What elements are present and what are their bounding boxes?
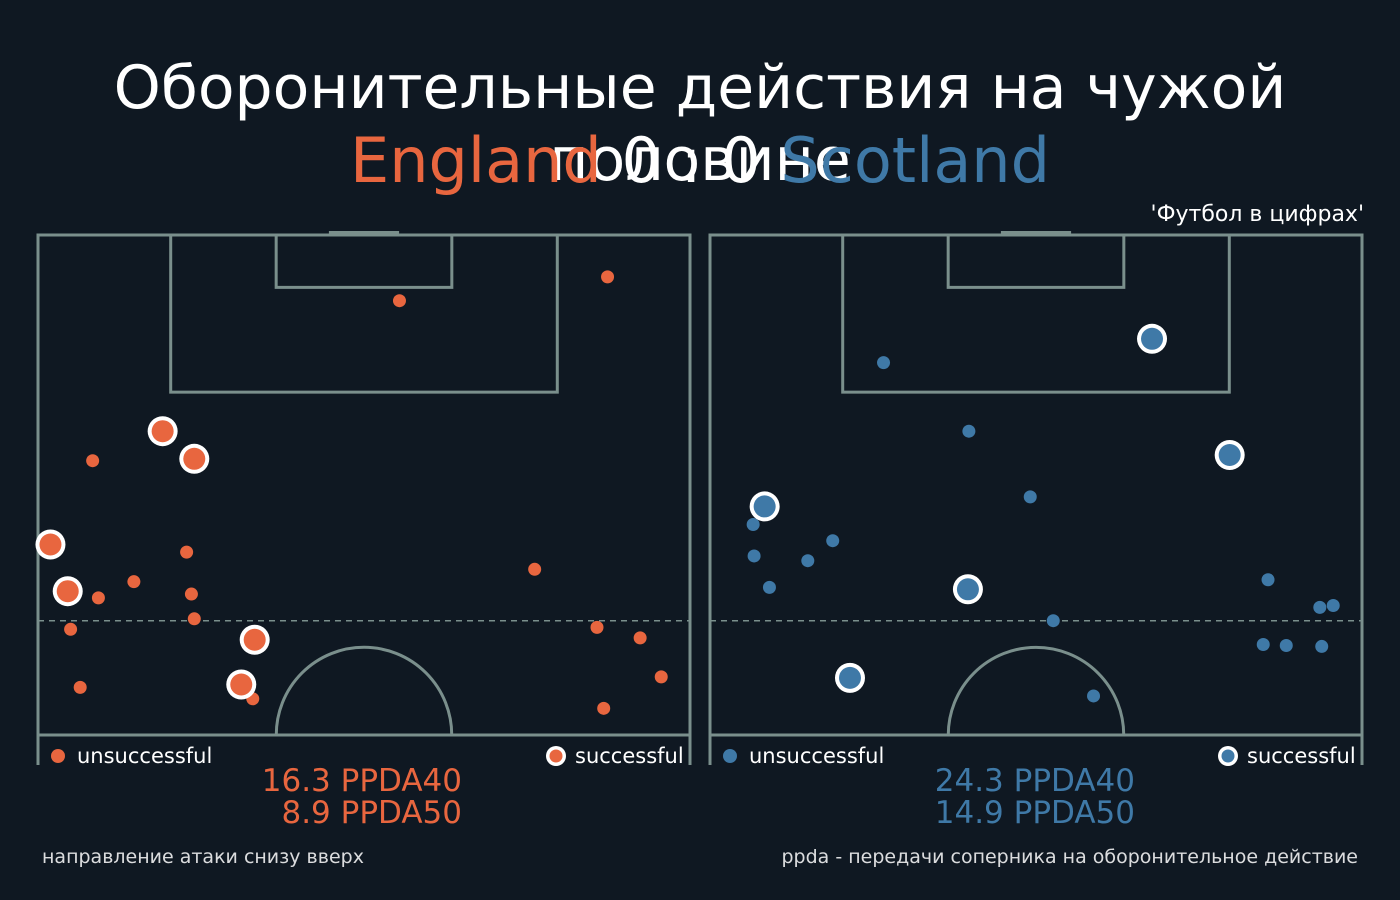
england-six-yard-box	[274, 233, 454, 289]
home-team-name: England	[350, 124, 602, 197]
scotland-successful-point-3	[956, 578, 979, 601]
scotland-successful-point-2	[753, 495, 776, 518]
england-unsuccessful-point-0	[392, 294, 406, 308]
scotland-unsuccessful-point-12	[1256, 638, 1270, 652]
home-ppda40: 16.3 PPDA40	[261, 763, 462, 799]
england-penalty-area	[169, 233, 559, 394]
scotland-unsuccessful-point-5	[747, 549, 761, 563]
scotland-successful-point-4	[838, 666, 861, 689]
match-score: England 0 : 0 Scotland	[0, 124, 1400, 198]
scotland-unsuccessful-point-1	[962, 424, 976, 438]
ppda-definition-note: ppda - передачи соперника на оборонитель…	[781, 846, 1358, 868]
home-ppda50: 8.9 PPDA50	[281, 795, 462, 831]
scotland-legend-successful-marker	[1221, 749, 1235, 763]
scotland-legend-unsuccessful-marker	[723, 749, 737, 763]
scotland-legend-unsuccessful-label: unsuccessful	[749, 744, 884, 768]
england-unsuccessful-point-5	[127, 575, 141, 589]
england-unsuccessful-point-3	[180, 545, 194, 559]
england-unsuccessful-point-12	[633, 631, 647, 645]
scotland-unsuccessful-point-9	[1261, 573, 1275, 587]
attack-direction-note: направление атаки снизу вверх	[42, 846, 364, 868]
chart-title: Оборонительные действия на чужой половин…	[113, 53, 1287, 195]
england-centre-circle	[274, 646, 454, 736]
away-ppda40: 24.3 PPDA40	[934, 763, 1135, 799]
england-legend-successful-label: successful	[575, 744, 684, 768]
england-successful-point-5	[230, 673, 253, 696]
away-team-name: Scotland	[780, 124, 1050, 197]
england-unsuccessful-point-11	[590, 620, 604, 634]
england-unsuccessful-point-4	[184, 587, 198, 601]
england-pitch-outline	[36, 233, 692, 765]
england-successful-point-0	[151, 420, 174, 443]
england-successful-point-3	[56, 580, 79, 603]
england-legend-unsuccessful-label: unsuccessful	[77, 744, 212, 768]
england-unsuccessful-point-2	[86, 454, 100, 468]
scotland-unsuccessful-point-8	[1046, 614, 1060, 628]
scotland-legend-successful-label: successful	[1247, 744, 1356, 768]
england-unsuccessful-point-14	[597, 701, 611, 715]
scotland-unsuccessful-point-4	[801, 554, 815, 568]
scotland-unsuccessful-point-0	[877, 356, 891, 370]
away-score: 0	[721, 124, 761, 197]
source-credit: 'Футбол в цифрах'	[1150, 202, 1364, 227]
scotland-unsuccessful-point-2	[1023, 490, 1037, 504]
scotland-unsuccessful-point-15	[1087, 689, 1101, 703]
home-ppda: 16.3 PPDA40 8.9 PPDA50	[202, 765, 462, 829]
scotland-unsuccessful-point-3	[826, 534, 840, 548]
england-legend-successful-marker	[549, 749, 563, 763]
scotland-successful-point-1	[1218, 444, 1241, 466]
england-unsuccessful-point-1	[601, 270, 615, 284]
england-unsuccessful-point-13	[654, 670, 668, 684]
scotland-unsuccessful-point-6	[746, 518, 760, 532]
scotland-penalty-area	[841, 233, 1231, 394]
scotland-unsuccessful-point-13	[1279, 638, 1293, 652]
scotland-centre-circle	[946, 646, 1126, 736]
away-ppda: 24.3 PPDA40 14.9 PPDA50	[875, 765, 1135, 829]
england-unsuccessful-point-10	[528, 562, 542, 576]
england-unsuccessful-point-7	[64, 622, 78, 636]
score-separator: :	[680, 124, 702, 197]
scotland-goal	[1000, 231, 1072, 235]
england-successful-point-1	[183, 447, 206, 470]
scotland-unsuccessful-point-11	[1326, 598, 1340, 612]
england-legend-unsuccessful-marker	[51, 749, 65, 763]
scotland-unsuccessful-point-14	[1315, 639, 1329, 653]
scotland-successful-point-0	[1141, 327, 1164, 350]
england-unsuccessful-point-8	[187, 612, 201, 626]
england-goal	[328, 231, 400, 235]
scotland-unsuccessful-point-7	[762, 580, 776, 594]
away-ppda50: 14.9 PPDA50	[934, 795, 1135, 831]
england-successful-point-2	[39, 533, 62, 556]
home-score: 0	[621, 124, 661, 197]
scotland-six-yard-box	[946, 233, 1126, 289]
scotland-unsuccessful-point-10	[1313, 600, 1327, 614]
scotland-pitch-outline	[708, 233, 1364, 765]
england-unsuccessful-point-9	[73, 680, 87, 694]
england-successful-point-4	[243, 628, 266, 651]
england-unsuccessful-point-6	[91, 591, 105, 605]
